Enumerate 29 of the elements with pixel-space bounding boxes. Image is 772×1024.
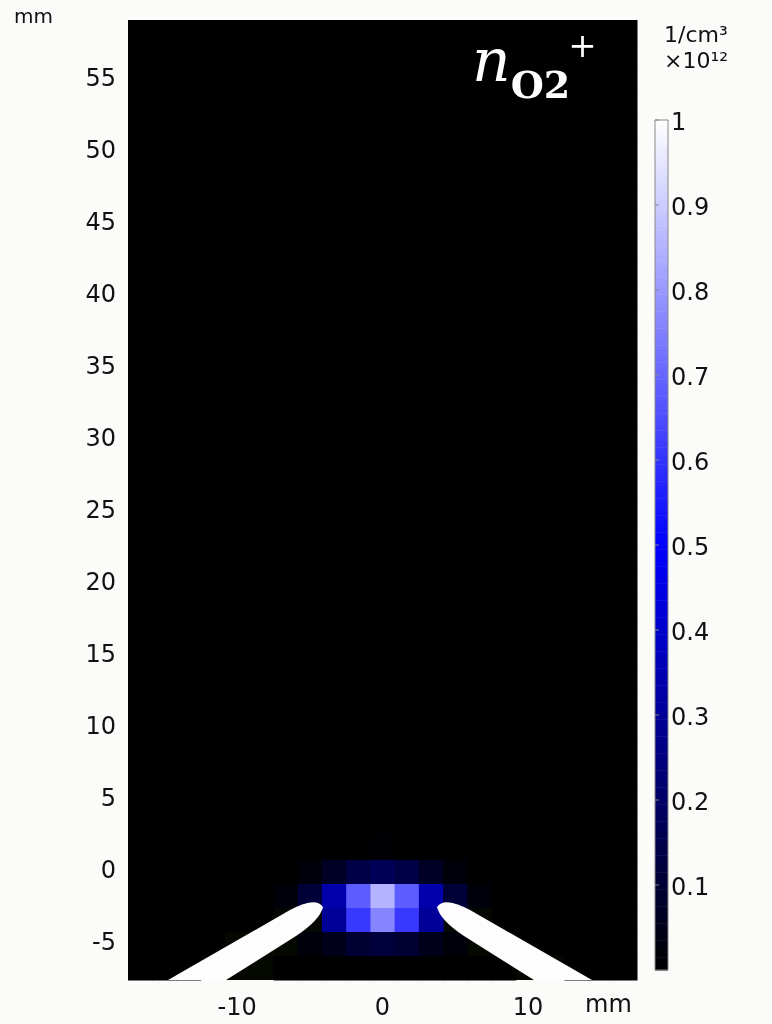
y-tick-label: 35 — [85, 352, 116, 381]
color-bar-label: 0.5 — [671, 533, 710, 562]
y-tick-label: 30 — [85, 424, 116, 453]
color-bar-label: 1 — [671, 108, 687, 137]
color-bar-label: 0.9 — [671, 193, 710, 222]
y-axis-title: mm — [14, 4, 53, 28]
x-tick-label: -10 — [217, 992, 257, 1021]
y-tick-label: 25 — [85, 496, 116, 525]
color-bar-label: 0.4 — [671, 618, 710, 647]
y-tick-label: 40 — [85, 280, 116, 309]
x-tick-label: 0 — [374, 992, 391, 1021]
color-bar-title: 1/cm³ ×10¹² — [664, 22, 729, 75]
color-bar-label: 0.8 — [671, 278, 710, 307]
y-tick-label: 15 — [85, 640, 116, 669]
y-tick-label: -5 — [92, 928, 116, 957]
color-bar-label: 0.7 — [671, 363, 710, 392]
x-axis-title: mm — [585, 990, 632, 1019]
y-tick-label: 50 — [85, 136, 116, 165]
y-tick-label: 20 — [85, 568, 116, 597]
color-bar-label: 0.1 — [671, 873, 710, 902]
y-tick-label: 0 — [100, 856, 116, 885]
y-tick-label: 10 — [85, 712, 116, 741]
color-bar-label: 0.2 — [671, 788, 710, 817]
y-tick-label: 5 — [100, 784, 116, 813]
color-bar-label: 0.6 — [671, 448, 710, 477]
color-bar-label: 0.3 — [671, 703, 710, 732]
y-tick-label: 45 — [85, 208, 116, 237]
y-tick-label: 55 — [85, 64, 116, 93]
x-tick-label: 10 — [512, 992, 544, 1021]
